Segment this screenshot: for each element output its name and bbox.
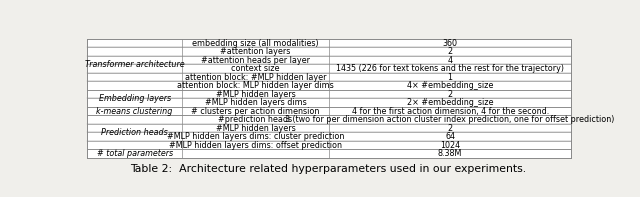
Text: #attention heads per layer: #attention heads per layer: [201, 56, 310, 65]
Text: 1: 1: [447, 72, 452, 82]
Text: #attention layers: #attention layers: [220, 47, 291, 56]
Text: 64: 64: [445, 132, 455, 141]
Text: Table 2:  Architecture related hyperparameters used in our experiments.: Table 2: Architecture related hyperparam…: [130, 164, 526, 174]
Text: 2: 2: [447, 47, 452, 56]
Text: 1024: 1024: [440, 141, 460, 150]
Text: Embedding layers: Embedding layers: [99, 94, 171, 103]
Text: 4× #embedding_size: 4× #embedding_size: [407, 81, 493, 90]
Text: 4 for the first action dimension, 4 for the second.: 4 for the first action dimension, 4 for …: [351, 107, 548, 116]
Text: #MLP hidden layers dims: offset prediction: #MLP hidden layers dims: offset predicti…: [169, 141, 342, 150]
Text: # clusters per action dimension: # clusters per action dimension: [191, 107, 319, 116]
Text: context size: context size: [231, 64, 280, 73]
Text: 4: 4: [447, 56, 452, 65]
Text: # total parameters: # total parameters: [97, 149, 173, 158]
Text: attention block: MLP hidden layer dims: attention block: MLP hidden layer dims: [177, 81, 334, 90]
Text: #prediction heads: #prediction heads: [218, 115, 292, 124]
Text: k-means clustering: k-means clustering: [97, 107, 173, 116]
Text: #MLP hidden layers dims: cluster prediction: #MLP hidden layers dims: cluster predict…: [167, 132, 344, 141]
Text: Transformer architecture: Transformer architecture: [84, 60, 184, 69]
Text: 3 (two for per dimension action cluster index prediction, one for offset predict: 3 (two for per dimension action cluster …: [285, 115, 615, 124]
Bar: [88, 39, 571, 158]
Text: #MLP hidden layers: #MLP hidden layers: [216, 90, 296, 98]
Text: 2× #embedding_size: 2× #embedding_size: [407, 98, 493, 107]
Text: 2: 2: [447, 124, 452, 133]
Text: #MLP hidden layers: #MLP hidden layers: [216, 124, 296, 133]
Text: 360: 360: [443, 39, 458, 47]
Text: Prediction heads: Prediction heads: [101, 128, 168, 137]
Text: 1435 (226 for text tokens and the rest for the trajectory): 1435 (226 for text tokens and the rest f…: [336, 64, 564, 73]
Text: embedding size (all modalities): embedding size (all modalities): [192, 39, 319, 47]
Text: attention block: #MLP hidden layer: attention block: #MLP hidden layer: [185, 72, 326, 82]
Text: #MLP hidden layers dims: #MLP hidden layers dims: [205, 98, 307, 107]
Text: 2: 2: [447, 90, 452, 98]
Text: 8.38M: 8.38M: [438, 149, 462, 158]
